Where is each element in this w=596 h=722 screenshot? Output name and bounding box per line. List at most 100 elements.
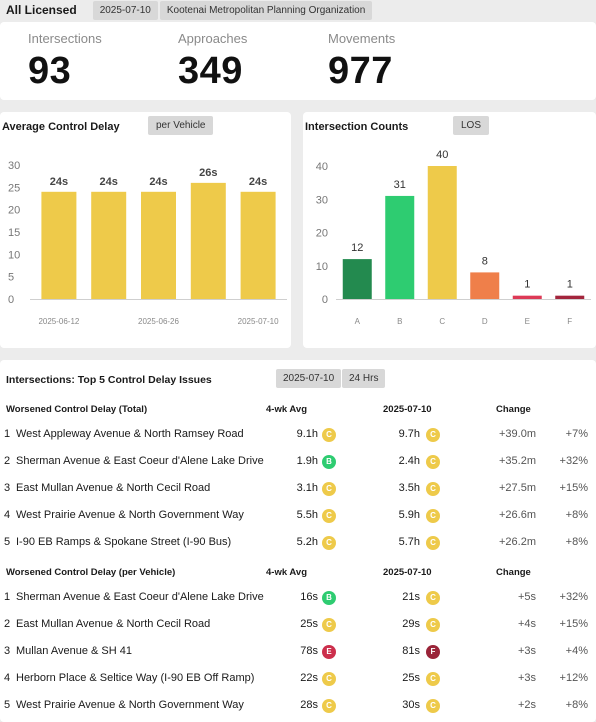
- row-rank: 1: [4, 428, 11, 440]
- bar-data-label: 1: [567, 279, 573, 291]
- change-value: +39.0m: [499, 428, 536, 440]
- change-percent: +15%: [559, 618, 588, 630]
- four-week-average: 78s: [300, 645, 318, 657]
- issues-title: Intersections: Top 5 Control Delay Issue…: [6, 374, 212, 386]
- issues-date-chip[interactable]: 2025-07-10: [276, 369, 342, 388]
- delay-bar: [190, 182, 226, 299]
- table-row[interactable]: 2 Sherman Avenue & East Coeur d'Alene Lak…: [0, 448, 596, 475]
- intersection-name: East Mullan Avenue & North Cecil Road: [16, 618, 211, 630]
- issues-range-chip[interactable]: 24 Hrs: [342, 369, 386, 388]
- bar-data-label: 12: [351, 242, 363, 254]
- change-percent: +15%: [559, 482, 588, 494]
- chart-title: Intersection Counts: [305, 121, 409, 133]
- los-grade-badge: C: [426, 428, 440, 442]
- los-grade-badge: C: [322, 428, 336, 442]
- los-grade-badge: C: [426, 591, 440, 605]
- bar-data-label: 24s: [100, 176, 118, 188]
- change-value: +5s: [517, 591, 536, 603]
- section-header: Worsened Control Delay (Total) 4-wk Avg 20…: [0, 404, 596, 420]
- los-chip[interactable]: LOS: [453, 116, 490, 135]
- row-rank: 1: [4, 591, 11, 603]
- four-week-average: 3.1h: [296, 482, 318, 494]
- y-tick-label: 0: [322, 294, 328, 306]
- x-tick-label: F: [567, 317, 572, 326]
- summary-stats-panel: Intersections 93 Approaches 349 Movement…: [0, 22, 596, 100]
- row-rank: 4: [4, 509, 11, 521]
- table-row[interactable]: 3 Mullan Avenue & SH 41 78s E 81s F +3s +4%: [0, 638, 596, 665]
- los-grade-badge: C: [426, 672, 440, 686]
- y-tick-label: 5: [8, 272, 14, 284]
- top-bar: All Licensed 2025-07-10 Kootenai Metropo…: [0, 0, 596, 20]
- change-percent: +8%: [565, 536, 588, 548]
- per-vehicle-chip[interactable]: per Vehicle: [148, 116, 214, 135]
- los-grade-badge: E: [322, 645, 336, 659]
- change-percent: +12%: [559, 672, 588, 684]
- y-tick-label: 10: [8, 249, 20, 261]
- column-header-change: Change: [496, 404, 531, 415]
- column-header-avg: 4-wk Avg: [266, 404, 308, 415]
- four-week-average: 22s: [300, 672, 318, 684]
- row-rank: 3: [4, 482, 11, 494]
- x-tick-label: E: [525, 317, 530, 326]
- x-tick-label: D: [482, 317, 488, 326]
- four-week-average: 9.1h: [296, 428, 318, 440]
- los-bar: [555, 295, 585, 299]
- table-row[interactable]: 5 West Prairie Avenue & North Government …: [0, 692, 596, 719]
- los-grade-badge: C: [322, 672, 336, 686]
- table-row[interactable]: 1 Sherman Avenue & East Coeur d'Alene Lak…: [0, 584, 596, 611]
- current-value: 3.5h: [398, 482, 420, 494]
- change-value: +27.5m: [499, 482, 536, 494]
- intersection-name: Sherman Avenue & East Coeur d'Alene Lake…: [16, 455, 264, 467]
- current-value: 21s: [402, 591, 420, 603]
- x-tick-label: B: [397, 317, 402, 326]
- table-row[interactable]: 3 East Mullan Avenue & North Cecil Road 3.…: [0, 475, 596, 502]
- change-value: +4s: [517, 618, 536, 630]
- stat-value: 349: [178, 50, 243, 92]
- section-name: Worsened Control Delay (per Vehicle): [6, 567, 176, 578]
- current-value: 25s: [402, 672, 420, 684]
- change-percent: +7%: [565, 428, 588, 440]
- date-filter-chip[interactable]: 2025-07-10: [92, 0, 158, 20]
- los-bar: [427, 166, 457, 299]
- table-row[interactable]: 4 West Prairie Avenue & North Government …: [0, 502, 596, 529]
- delay-bar: [240, 191, 276, 299]
- row-rank: 3: [4, 645, 11, 657]
- four-week-average: 1.9h: [296, 455, 318, 467]
- y-tick-label: 10: [316, 261, 328, 273]
- los-grade-badge: C: [322, 618, 336, 632]
- los-grade-badge: C: [322, 699, 336, 713]
- intersection-name: West Prairie Avenue & North Government W…: [16, 699, 244, 711]
- intersection-name: Herborn Place & Seltice Way (I-90 EB Off…: [16, 672, 255, 684]
- change-value: +2s: [517, 699, 536, 711]
- change-percent: +8%: [565, 509, 588, 521]
- current-value: 81s: [402, 645, 420, 657]
- table-row[interactable]: 1 West Appleway Avenue & North Ramsey Roa…: [0, 421, 596, 448]
- column-header-change: Change: [496, 567, 531, 578]
- bar-data-label: 24s: [149, 176, 167, 188]
- stat-approaches: Approaches 349: [178, 31, 247, 93]
- x-tick-label: 2025-06-26: [138, 317, 179, 326]
- y-tick-label: 30: [8, 160, 20, 172]
- x-tick-label: A: [355, 317, 361, 326]
- y-tick-label: 40: [316, 161, 328, 173]
- four-week-average: 5.5h: [296, 509, 318, 521]
- column-header-avg: 4-wk Avg: [266, 567, 308, 578]
- average-control-delay-chart: 0 5 10 15 20 25 30 24s 24s 24s 26s 24s 2025-06-12 202…: [8, 160, 287, 326]
- section-name: Worsened Control Delay (Total): [6, 404, 148, 415]
- y-tick-label: 25: [8, 182, 20, 194]
- x-tick-label: C: [439, 317, 445, 326]
- organization-chip[interactable]: Kootenai Metropolitan Planning Organizat…: [159, 0, 373, 20]
- intersection-name: I-90 EB Ramps & Spokane Street (I-90 Bus…: [16, 536, 232, 548]
- table-row[interactable]: 2 East Mullan Avenue & North Cecil Road 25…: [0, 611, 596, 638]
- change-value: +26.6m: [499, 509, 536, 521]
- bar-data-label: 24s: [249, 176, 267, 188]
- change-percent: +8%: [565, 699, 588, 711]
- los-bar: [385, 195, 415, 299]
- row-rank: 5: [4, 699, 11, 711]
- stat-label: Intersections: [28, 31, 102, 46]
- row-rank: 5: [4, 536, 11, 548]
- los-grade-badge: C: [426, 618, 440, 632]
- change-value: +35.2m: [499, 455, 536, 467]
- table-row[interactable]: 4 Herborn Place & Seltice Way (I-90 EB Of…: [0, 665, 596, 692]
- table-row[interactable]: 5 I-90 EB Ramps & Spokane Street (I-90 Bu…: [0, 529, 596, 556]
